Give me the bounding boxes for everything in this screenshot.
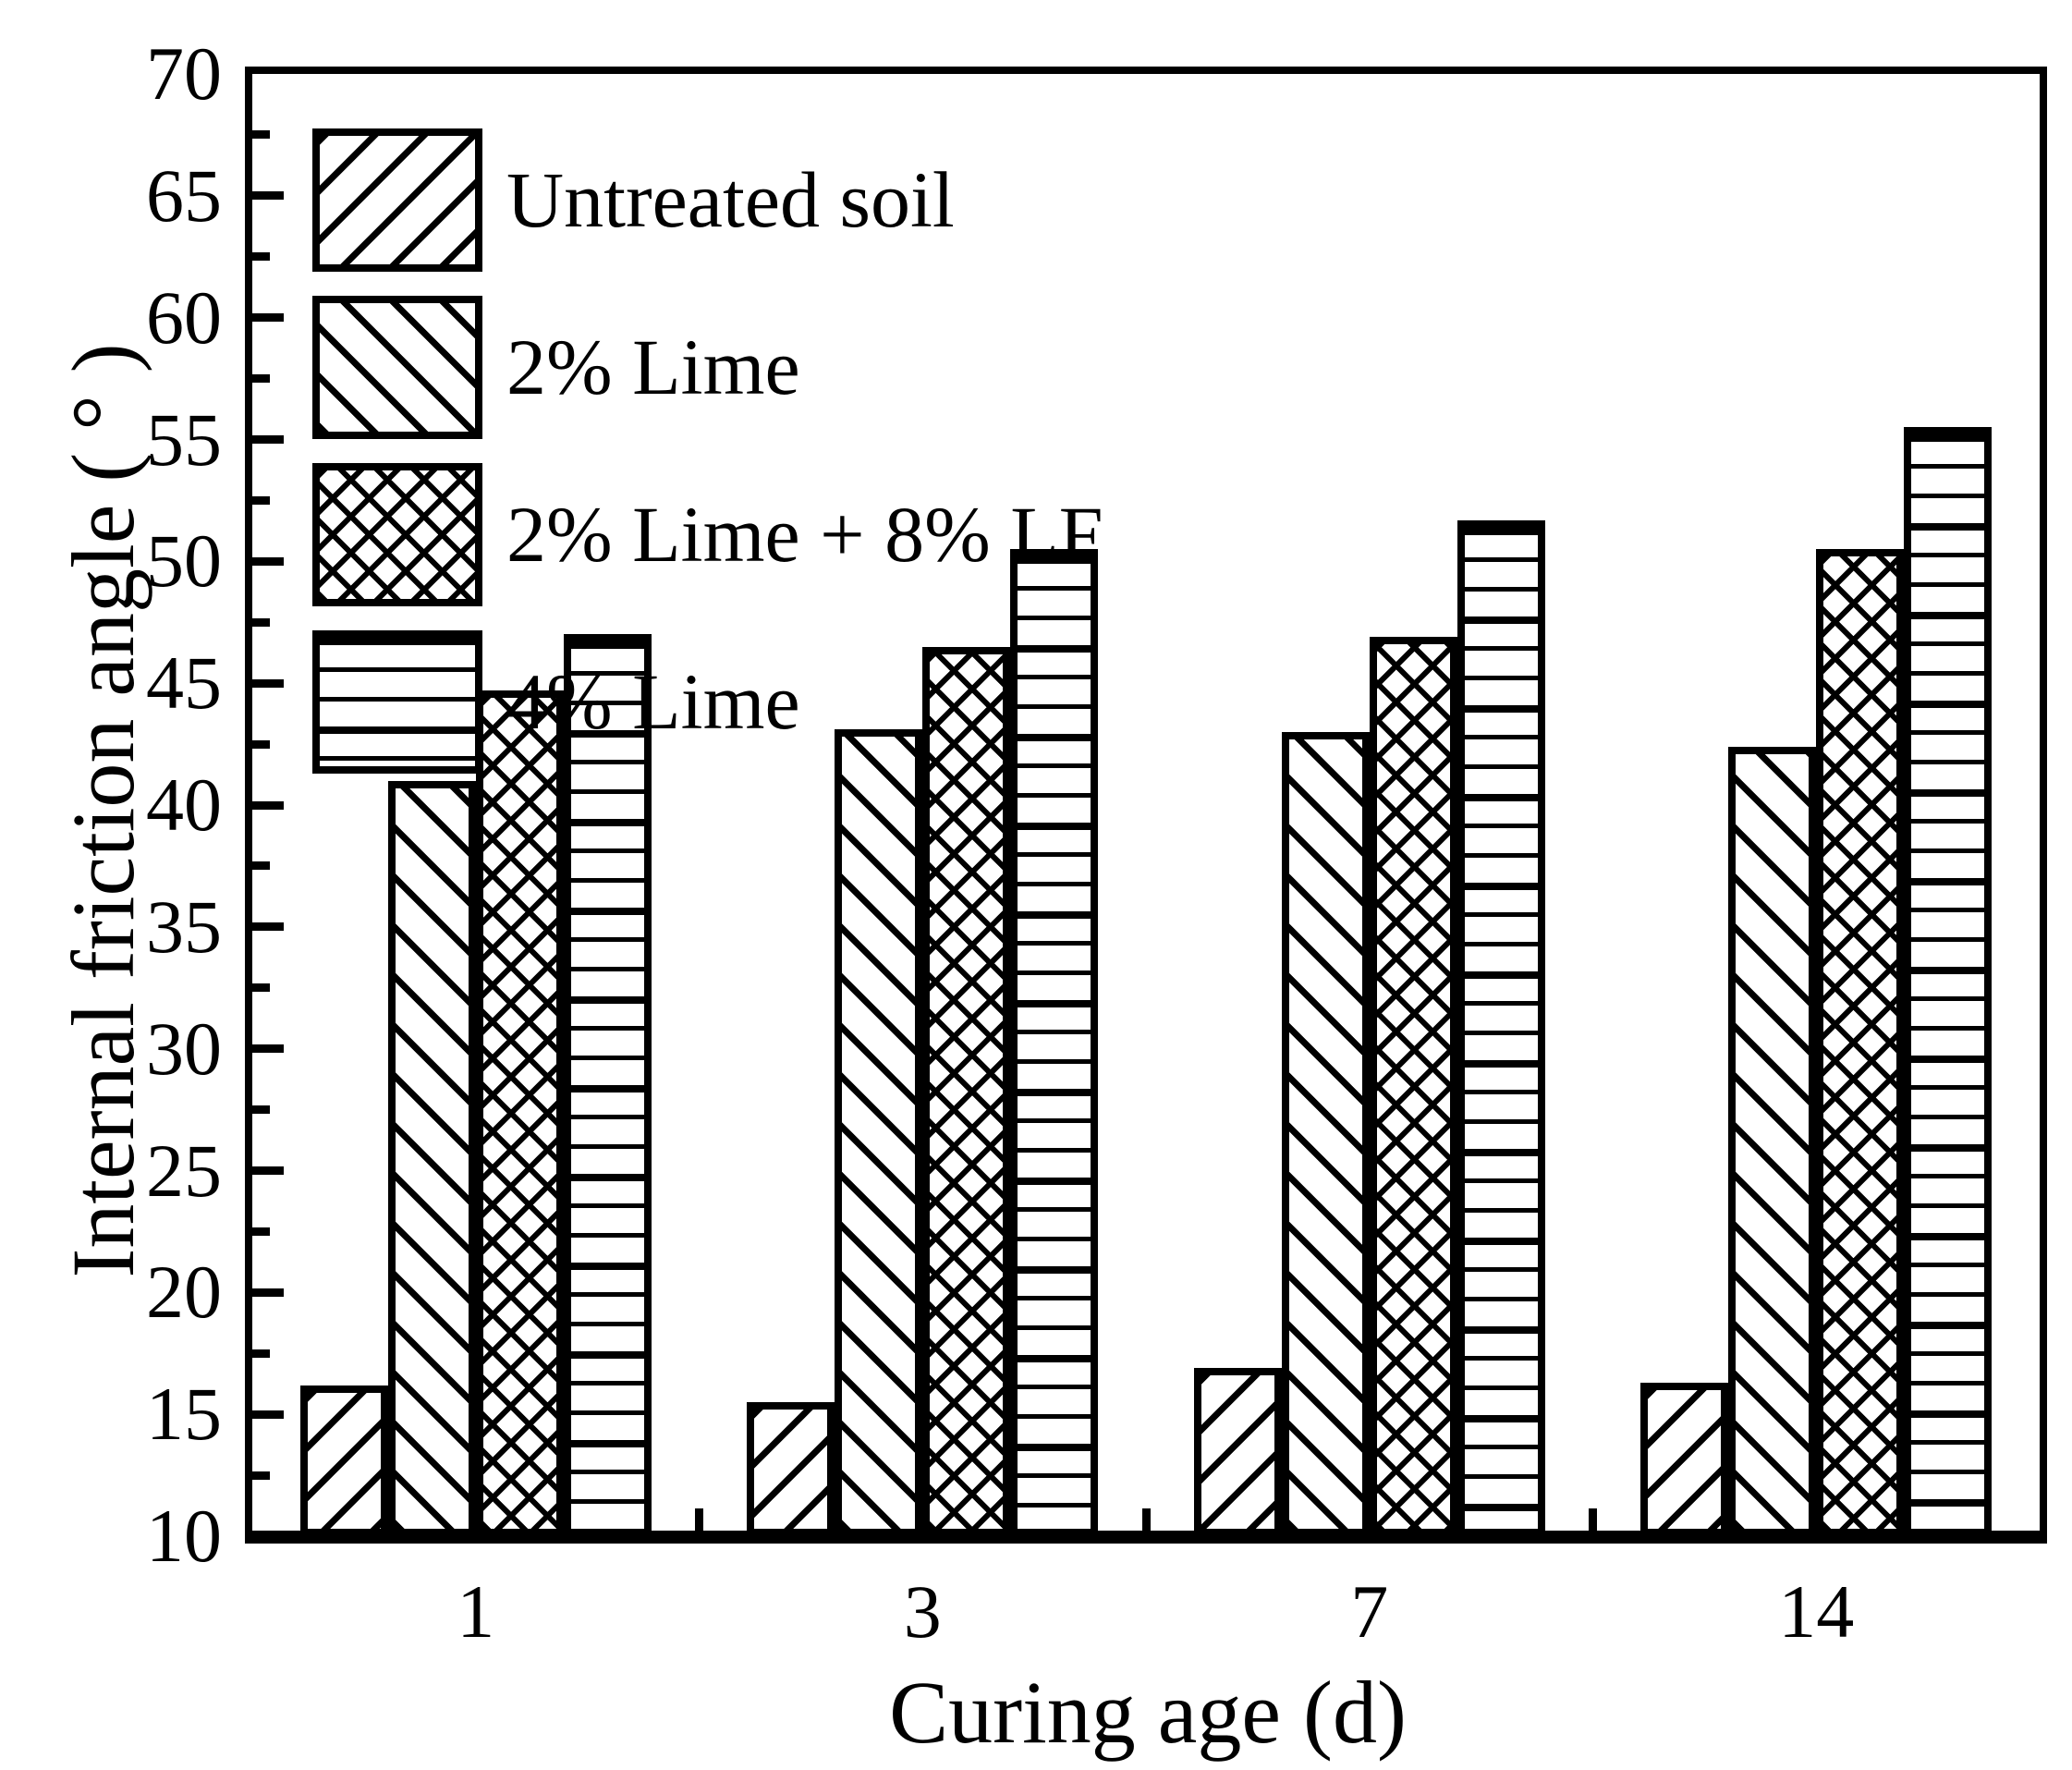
- y-minor-tick-37.5: [252, 861, 270, 871]
- y-major-tick-65: [252, 191, 284, 201]
- y-tick-label-15: 15: [146, 1372, 222, 1457]
- x-tick-label-3: 3: [903, 1569, 942, 1654]
- y-major-tick-50: [252, 556, 284, 566]
- y-minor-tick-27.5: [252, 1105, 270, 1115]
- y-minor-tick-12.5: [252, 1471, 270, 1480]
- x-tick-label-7: 7: [1350, 1569, 1389, 1654]
- y-major-tick-45: [252, 678, 284, 688]
- legend-swatch-4-lime-icon: [312, 630, 482, 774]
- legend-label-2-lime: 2% Lime: [506, 323, 800, 411]
- legend-swatch-2-lime-icon: [312, 296, 482, 439]
- y-minor-tick-42.5: [252, 739, 270, 749]
- x-tick-3: [695, 1508, 703, 1536]
- x-tick-7: [1141, 1508, 1151, 1536]
- legend-swatch-untreated-soil-icon: [312, 128, 482, 272]
- legend-label-2-lime-8-lf: 2% Lime + 8% LF: [506, 490, 1103, 579]
- y-major-tick-60: [252, 313, 284, 323]
- y-minor-tick-67.5: [252, 130, 270, 140]
- y-major-tick-25: [252, 1166, 284, 1175]
- y-major-tick-15: [252, 1410, 284, 1419]
- bar-age-7-2-lime: [1281, 731, 1370, 1536]
- bar-age-14-untreated-soil: [1640, 1382, 1729, 1536]
- y-tick-label-10: 10: [146, 1494, 222, 1578]
- y-tick-label-45: 45: [146, 641, 222, 726]
- bar-age-3-untreated-soil: [747, 1401, 835, 1536]
- y-minor-tick-62.5: [252, 252, 270, 262]
- bar-age-14-2-lime-8-lf: [1816, 549, 1905, 1536]
- x-axis-title: Curing age (d): [889, 1663, 1407, 1762]
- y-tick-label-20: 20: [146, 1250, 222, 1335]
- x-tick-label-14: 14: [1778, 1569, 1855, 1654]
- y-tick-label-70: 70: [146, 31, 222, 116]
- y-major-tick-55: [252, 435, 284, 444]
- y-tick-label-40: 40: [146, 763, 222, 847]
- bar-age-1-4-lime: [563, 634, 652, 1536]
- y-tick-label-65: 65: [146, 153, 222, 238]
- y-tick-label-60: 60: [146, 275, 222, 360]
- bar-age-1-2-lime: [387, 780, 476, 1536]
- y-tick-label-25: 25: [146, 1128, 222, 1213]
- y-major-tick-30: [252, 1044, 284, 1054]
- y-tick-label-30: 30: [146, 1006, 222, 1091]
- y-tick-label-55: 55: [146, 397, 222, 482]
- bar-age-7-4-lime: [1456, 519, 1545, 1536]
- bar-age-7-untreated-soil: [1193, 1368, 1282, 1536]
- y-minor-tick-52.5: [252, 495, 270, 505]
- bar-age-1-2-lime-8-lf: [475, 690, 564, 1536]
- bar-age-14-4-lime: [1904, 427, 1993, 1536]
- legend-label-4-lime: 4% Lime: [506, 657, 800, 746]
- y-minor-tick-47.5: [252, 617, 270, 627]
- x-tick-14: [1589, 1508, 1597, 1536]
- y-major-tick-35: [252, 922, 284, 932]
- bar-age-3-2-lime-8-lf: [922, 646, 1011, 1536]
- x-tick-label-1: 1: [457, 1569, 495, 1654]
- bar-age-14-2-lime: [1728, 746, 1817, 1536]
- bar-age-3-4-lime: [1010, 549, 1099, 1536]
- y-minor-tick-17.5: [252, 1349, 270, 1358]
- y-major-tick-20: [252, 1288, 284, 1297]
- legend-swatch-2-lime-8-lf-icon: [312, 463, 482, 606]
- legend-label-untreated-soil: Untreated soil: [506, 155, 955, 244]
- y-minor-tick-57.5: [252, 374, 270, 384]
- bar-age-7-2-lime-8-lf: [1369, 637, 1457, 1536]
- y-tick-label-35: 35: [146, 884, 222, 969]
- y-major-tick-40: [252, 800, 284, 810]
- y-minor-tick-22.5: [252, 1227, 270, 1236]
- y-minor-tick-32.5: [252, 983, 270, 993]
- bar-age-1-untreated-soil: [299, 1385, 388, 1536]
- plot-area: [245, 67, 2047, 1544]
- bar-age-3-2-lime: [835, 729, 923, 1536]
- y-tick-label-50: 50: [146, 519, 222, 604]
